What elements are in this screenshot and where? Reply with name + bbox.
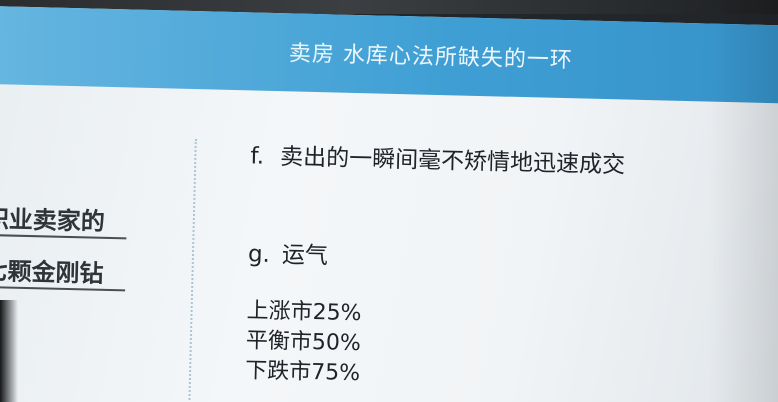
sidebar-heading-line-1: 职业卖家的 <box>0 204 106 236</box>
stat-falling-market: 下跌市75% <box>244 358 361 387</box>
sidebar-heading-line-2: 七颗金刚钻 <box>0 256 104 288</box>
slide-header-bar: 卖房 水库心法所缺失的一环 <box>0 6 778 105</box>
list-marker: g. <box>247 241 271 268</box>
photo-shade <box>708 0 778 402</box>
photo-vignette <box>0 300 18 402</box>
list-item-g: g. 运气 <box>248 234 329 270</box>
list-item-f: f. 卖出的一瞬间毫不矫情地迅速成交 <box>250 136 625 179</box>
list-item-text: 卖出的一瞬间毫不矫情地迅速成交 <box>279 144 626 179</box>
slide-title: 卖房 水库心法所缺失的一环 <box>288 41 574 74</box>
list-marker: f. <box>250 143 265 170</box>
presentation-slide: 卖房 水库心法所缺失的一环 职业卖家的 七颗金刚钻 f. 卖出的一瞬间毫不矫情地迅… <box>0 6 778 402</box>
dotted-divider <box>187 139 197 402</box>
list-item-text: 运气 <box>281 242 329 270</box>
